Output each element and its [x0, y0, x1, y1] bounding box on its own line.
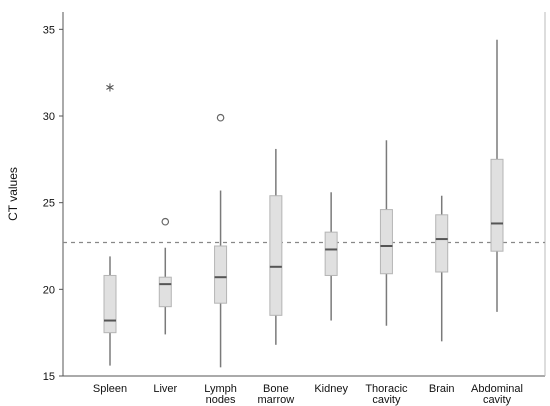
box-iqr: [158, 276, 172, 308]
box-3: [269, 148, 283, 345]
category-label: Bone: [263, 383, 289, 395]
category-label: cavity: [483, 394, 512, 406]
box-iqr: [379, 209, 393, 275]
category-label: Kidney: [314, 383, 348, 395]
box-0: ∗: [103, 81, 117, 366]
box-7: [490, 39, 504, 312]
outlier-circle: [161, 217, 170, 226]
y-tick-label: 15: [43, 371, 55, 383]
category-label: marrow: [258, 394, 295, 406]
box-iqr: [103, 274, 117, 334]
y-tick-label: 20: [43, 284, 55, 296]
category-label: Abdominal: [471, 383, 523, 395]
outlier-circle: [216, 113, 225, 122]
y-tick-label: 35: [43, 24, 55, 36]
y-tick-label: 25: [43, 198, 55, 210]
axes: 15 20 25 30 35: [43, 12, 546, 383]
box-6: [435, 195, 449, 342]
box-5: [379, 140, 393, 326]
boxes-group: ∗: [103, 39, 504, 368]
box-2: [214, 113, 228, 368]
category-label: Brain: [429, 383, 455, 395]
y-tick-label: 30: [43, 111, 55, 123]
category-label: Liver: [153, 383, 177, 395]
category-label: Thoracic: [365, 383, 408, 395]
category-label: Lymph: [204, 383, 237, 395]
y-axis-title: CT values: [6, 167, 20, 221]
category-label: cavity: [372, 394, 401, 406]
category-label: nodes: [206, 394, 236, 406]
box-iqr: [490, 158, 504, 252]
box-iqr: [435, 214, 449, 273]
box-iqr: [269, 195, 283, 316]
box-4: [324, 192, 338, 321]
box-iqr: [324, 231, 338, 276]
box-iqr: [214, 245, 228, 304]
box-1: [158, 217, 172, 335]
category-label: Spleen: [93, 383, 127, 395]
outlier-star: ∗: [105, 81, 116, 96]
